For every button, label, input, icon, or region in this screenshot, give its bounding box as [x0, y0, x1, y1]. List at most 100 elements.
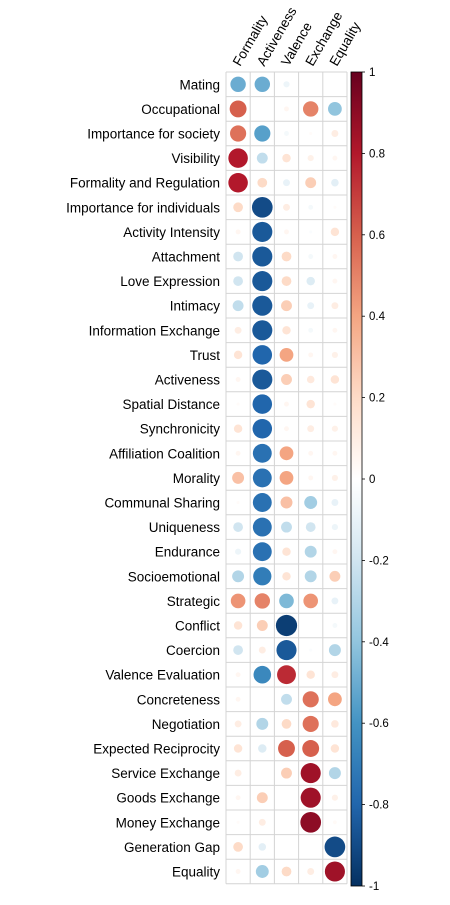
correlation-circle: [331, 425, 338, 432]
row-label: Valence Evaluation: [105, 668, 220, 683]
correlation-circle: [258, 744, 267, 753]
correlation-circle: [332, 549, 338, 555]
correlation-circle: [332, 327, 338, 333]
correlation-circle: [277, 665, 296, 685]
correlation-circle: [233, 424, 243, 433]
correlation-circle: [300, 787, 321, 808]
correlation-circle: [330, 375, 340, 384]
correlation-circle: [232, 570, 245, 583]
correlation-circle: [281, 693, 292, 705]
correlation-circle: [252, 418, 273, 439]
correlation-circle: [284, 426, 289, 432]
correlation-circle: [254, 125, 271, 142]
row-label: Service Exchange: [111, 766, 220, 781]
correlation-circle: [233, 645, 243, 655]
correlation-circle: [252, 271, 273, 292]
correlation-circle: [252, 320, 273, 341]
correlation-circle: [306, 670, 315, 679]
correlation-circle: [281, 276, 292, 286]
correlation-circle: [230, 76, 246, 93]
correlation-circle: [333, 820, 337, 825]
correlation-circle: [282, 326, 291, 335]
correlation-circle: [235, 869, 241, 874]
correlation-circle: [235, 450, 241, 456]
correlation-circle: [230, 125, 247, 142]
correlation-circle: [302, 740, 320, 757]
correlation-circle: [302, 101, 319, 117]
row-label: Mating: [179, 77, 220, 92]
correlation-circle: [236, 402, 240, 406]
correlation-circle: [308, 475, 314, 481]
correlation-circle: [303, 593, 319, 609]
colorbar: [350, 71, 363, 887]
correlation-circle: [284, 131, 289, 136]
correlation-circle: [252, 468, 272, 488]
correlation-circle: [253, 567, 272, 586]
correlation-circle: [252, 221, 273, 242]
correlation-circle: [235, 377, 241, 382]
row-label: Importance for individuals: [66, 200, 220, 215]
row-label: Money Exchange: [116, 815, 220, 830]
correlation-circle: [279, 348, 294, 362]
correlation-circle: [281, 866, 292, 877]
colorbar-tick-label: -0.2: [369, 555, 389, 567]
correlation-circle: [279, 471, 294, 485]
row-label: Strategic: [167, 594, 221, 609]
correlation-circle: [304, 545, 317, 558]
correlation-circle: [308, 327, 314, 333]
correlation-circle: [329, 570, 341, 582]
correlation-circle: [252, 517, 272, 537]
row-label: Activeness: [155, 373, 221, 388]
correlation-circle: [280, 496, 293, 509]
correlation-circle: [252, 345, 273, 365]
row-label: Coercion: [166, 643, 220, 658]
row-label: Concreteness: [137, 692, 221, 707]
correlation-circle: [300, 763, 321, 784]
correlation-circle: [328, 767, 341, 780]
correlation-circle: [305, 177, 317, 189]
correlation-circle: [283, 81, 290, 88]
correlation-circle: [252, 542, 272, 562]
correlation-circle: [328, 644, 341, 657]
row-label: Visibility: [171, 151, 220, 166]
correlation-circle: [308, 204, 314, 210]
correlation-circle: [233, 202, 243, 213]
correlation-circle: [284, 229, 289, 235]
correlation-circle: [284, 401, 289, 407]
colorbar-tick-label: -1: [369, 881, 379, 893]
correlation-circle: [304, 570, 317, 583]
correlation-circle: [228, 172, 248, 193]
row-label: Occupational: [141, 102, 220, 117]
correlation-circle: [230, 593, 246, 609]
correlation-circle: [331, 351, 338, 358]
correlation-circle: [236, 820, 240, 824]
row-label: Importance for society: [87, 127, 220, 142]
row-label: Affiliation Coalition: [109, 446, 220, 461]
correlation-circle: [331, 499, 339, 506]
correlation-circle: [232, 471, 245, 484]
correlation-circle: [256, 620, 268, 631]
correlation-circle: [330, 744, 340, 753]
correlation-circle: [306, 399, 315, 409]
correlation-circle: [309, 131, 313, 136]
correlation-circle: [229, 100, 247, 118]
correlation-circle: [282, 547, 291, 556]
correlation-circle: [307, 425, 315, 433]
row-label: Equality: [172, 865, 220, 880]
row-label: Information Exchange: [89, 323, 220, 338]
colorbar-tick-label: 0.6: [369, 230, 385, 242]
row-label: Communal Sharing: [104, 496, 220, 511]
correlation-circle: [331, 671, 339, 679]
correlation-circle: [331, 720, 339, 728]
correlation-circle: [300, 811, 322, 833]
row-label: Attachment: [152, 250, 221, 265]
correlation-circle: [258, 646, 266, 654]
correlation-circle: [307, 155, 314, 162]
correlation-circle: [307, 302, 315, 310]
correlation-circle: [308, 352, 314, 358]
correlation-circle: [234, 326, 242, 334]
correlation-circle: [233, 842, 243, 852]
correlation-circle: [332, 623, 338, 628]
